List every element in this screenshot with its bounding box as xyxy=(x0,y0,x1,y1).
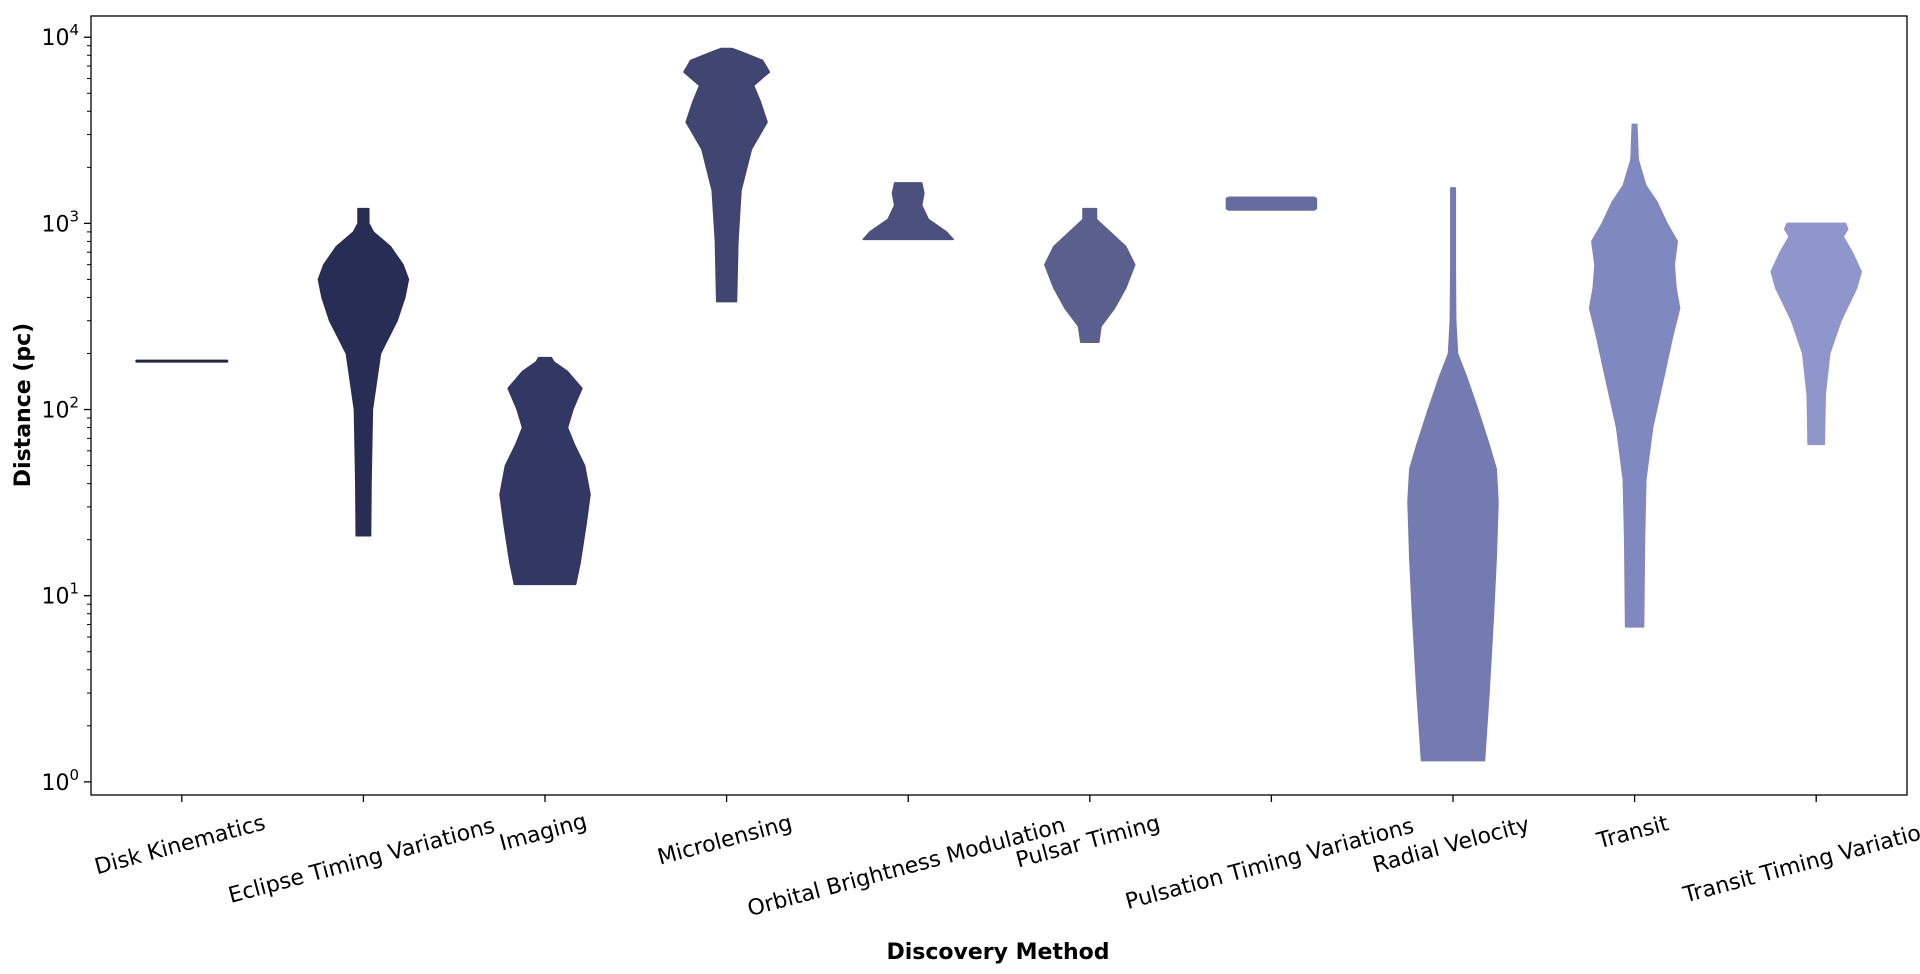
violin-transit-timing-variations xyxy=(1770,222,1862,446)
x-tick-label: Eclipse Timing Variations xyxy=(226,814,498,909)
y-tick-label: 103 xyxy=(41,207,79,237)
violin-transit xyxy=(1588,123,1681,628)
plot-frame xyxy=(90,15,1908,796)
y-tick-label: 100 xyxy=(41,766,79,796)
x-axis-title: Discovery Method xyxy=(886,940,1109,965)
violin-microlensing xyxy=(683,47,771,303)
y-tick-label: 104 xyxy=(41,21,79,51)
x-tick-label: Disk Kinematics xyxy=(92,811,268,881)
x-tick-label: Imaging xyxy=(497,809,590,856)
violin-eclipse-timing-variations xyxy=(317,207,410,537)
violin-orbital-brightness-modulation xyxy=(862,182,954,241)
violins-layer xyxy=(135,47,1862,762)
violin-pulsation-timing-variations xyxy=(1225,196,1318,211)
x-tick-label: Transit xyxy=(1594,811,1672,854)
y-tick-label: 101 xyxy=(41,580,79,610)
violin-imaging xyxy=(499,356,591,586)
x-tick-label: Transit Timing Variations xyxy=(1680,814,1920,908)
violin-radial-velocity xyxy=(1407,187,1499,762)
y-tick-label: 102 xyxy=(41,394,79,424)
y-axis: 100 101 102 103 104 xyxy=(41,21,91,796)
x-tick-label: Microlensing xyxy=(655,811,795,871)
violin-pulsar-timing xyxy=(1044,207,1136,343)
y-axis-title: Distance (pc) xyxy=(11,323,36,487)
